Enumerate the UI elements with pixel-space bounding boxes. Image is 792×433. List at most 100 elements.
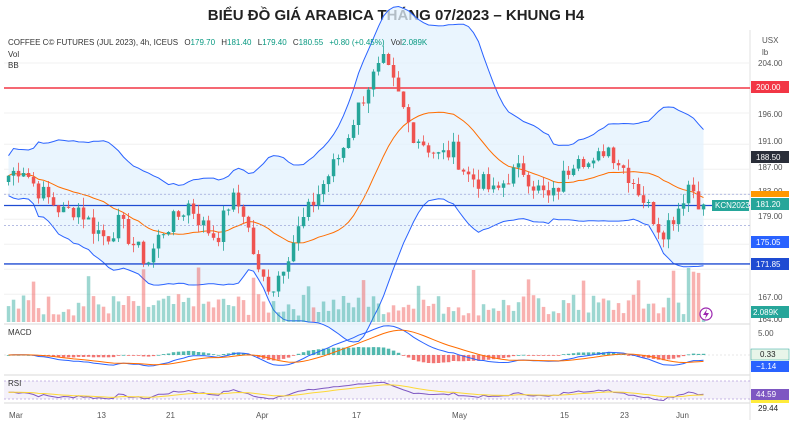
candle-body	[611, 147, 616, 164]
volume-bar	[556, 313, 561, 322]
macd-histogram-bar	[281, 355, 286, 359]
volume-bar	[656, 313, 661, 322]
candle-body	[446, 150, 451, 158]
candle-body	[106, 236, 111, 242]
macd-histogram-bar	[696, 353, 701, 355]
volume-bar	[581, 280, 586, 322]
tag-macd-b-text: −1.14	[756, 362, 777, 371]
macd-histogram-bar	[476, 355, 481, 361]
candle-body	[136, 241, 141, 246]
macd-histogram-bar	[641, 355, 646, 358]
candle-body	[116, 214, 121, 239]
macd-histogram-bar	[191, 351, 196, 355]
macd-histogram-bar	[241, 353, 246, 355]
volume-bar	[271, 301, 276, 322]
candle-body	[261, 269, 266, 277]
candle-body	[336, 158, 341, 160]
volume-bar	[611, 309, 616, 322]
macd-histogram-bar	[336, 347, 341, 355]
tag-rsi-b	[751, 400, 789, 403]
event-icon[interactable]	[699, 307, 713, 321]
candle-body	[341, 147, 346, 158]
candle-body	[601, 151, 606, 157]
candle-body	[576, 159, 581, 169]
volume-bar	[86, 276, 91, 322]
macd-histogram-bar	[91, 355, 96, 358]
volume-bar	[636, 280, 641, 322]
volume-bar	[101, 306, 106, 322]
candle-body	[641, 195, 646, 203]
macd-histogram-bar	[411, 355, 416, 360]
macd-histogram-bar	[401, 355, 406, 356]
volume-bar	[141, 269, 146, 322]
volume-bar	[401, 307, 406, 322]
time-tick: 21	[166, 411, 175, 420]
candle-body	[226, 209, 231, 211]
macd-histogram-bar	[561, 354, 566, 355]
macd-histogram-bar	[361, 347, 366, 355]
macd-signal-line	[8, 329, 704, 366]
band-basis	[8, 111, 704, 244]
candle-body	[391, 65, 396, 78]
macd-histogram-bar	[676, 355, 681, 358]
macd-histogram-bar	[201, 352, 206, 355]
macd-histogram-bar	[136, 355, 141, 356]
macd-histogram-bar	[566, 353, 571, 355]
candle-body	[381, 54, 386, 63]
volume-bar	[456, 307, 461, 322]
candle-body	[431, 152, 436, 154]
volume-bar	[211, 307, 216, 322]
volume-bar	[191, 306, 196, 322]
candle-body	[681, 203, 686, 209]
macd-histogram-bar	[586, 352, 591, 355]
candle-body	[461, 169, 466, 172]
macd-histogram-bar	[181, 351, 186, 355]
volume-bar	[641, 308, 646, 322]
volume-bar	[96, 304, 101, 322]
macd-panel	[4, 325, 750, 367]
price-axis: USX lb 204.00 196.00 191.00 187.00 183.0…	[758, 36, 783, 338]
macd-histogram-bar	[686, 354, 691, 356]
candle-body	[121, 214, 126, 219]
macd-histogram-bar	[386, 348, 391, 355]
candle-body	[686, 184, 691, 204]
candle-body	[131, 243, 136, 246]
macd-histogram-bar	[141, 355, 146, 357]
macd-histogram-bar	[71, 355, 76, 358]
candle-body	[441, 150, 446, 153]
macd-histogram-bar	[116, 355, 121, 356]
candles	[6, 45, 706, 297]
volume-bar	[491, 308, 496, 322]
macd-histogram-bar	[506, 355, 511, 358]
volume-bar	[591, 295, 596, 322]
macd-histogram-bar	[186, 350, 191, 355]
candle-body	[541, 185, 546, 191]
volume-bar	[166, 295, 171, 322]
macd-histogram-bar	[491, 355, 496, 360]
candle-body	[296, 226, 301, 243]
macd-histogram-bar	[396, 352, 401, 355]
volume-bar	[246, 314, 251, 322]
candle-body	[656, 224, 661, 233]
macd-histogram-bar	[61, 355, 66, 358]
tag-rsi-b-text: 29.44	[758, 404, 779, 413]
macd-histogram-bar	[121, 354, 126, 356]
macd-histogram-bar	[581, 352, 586, 355]
candle-body	[676, 208, 681, 225]
macd-histogram-bar	[446, 355, 451, 363]
tag-188-text: 188.50	[756, 153, 781, 162]
candle-body	[346, 138, 351, 148]
macd-histogram-bar	[416, 355, 421, 362]
volume-bar	[396, 310, 401, 322]
candle-body	[181, 215, 186, 217]
volume-bar	[461, 315, 466, 322]
candle-body	[691, 184, 696, 192]
volume-bar	[201, 303, 206, 322]
legend-rsi: RSI	[8, 379, 21, 388]
price-tick: 167.00	[758, 293, 783, 302]
candle-body	[71, 207, 76, 218]
candle-body	[306, 201, 311, 217]
volume-bar	[241, 300, 246, 322]
candle-body	[396, 77, 401, 92]
